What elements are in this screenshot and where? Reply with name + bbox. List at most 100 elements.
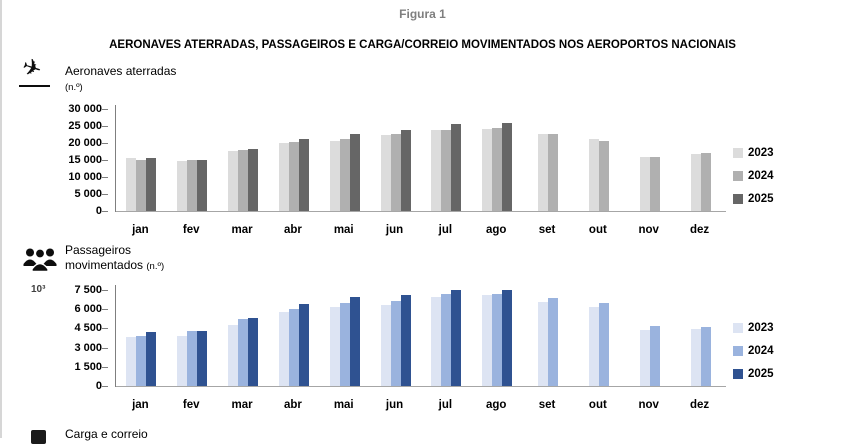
bar-nov-2023 — [639, 157, 650, 212]
bar-mar-2025 — [248, 318, 259, 387]
bar-dez-2023 — [690, 329, 701, 387]
bar-ago-2024 — [492, 128, 503, 212]
bar-mai-2023 — [329, 307, 340, 387]
x-axis-line — [116, 211, 726, 212]
legend: 2023 2024 2025 — [733, 322, 774, 380]
bar-jul-2023 — [431, 297, 442, 387]
bar-fev-2023 — [177, 336, 188, 387]
bar-set-2024 — [548, 134, 559, 212]
passageiros-unit: (n.º) — [146, 261, 165, 272]
bar-abr-2025 — [298, 304, 309, 387]
bar-dez-2024 — [700, 327, 711, 387]
month-label-dez: dez — [689, 399, 710, 411]
month-labels: jan fev mar abr mai jun jul ago set out nov dez — [115, 399, 725, 411]
month-label-set: set — [538, 224, 556, 236]
y-axis: 30 000 25 000 20 000 15 000 10 000 5 000 0 — [38, 103, 108, 217]
legend-label-2025: 2025 — [748, 368, 774, 380]
bar-nov-2024 — [649, 326, 660, 387]
legend-item-2024: 2024 — [733, 345, 774, 357]
month-label-ago: ago — [485, 399, 507, 411]
bar-nov-2023 — [639, 330, 650, 387]
bar-jul-2024 — [441, 294, 452, 387]
bar-group-ago — [472, 290, 523, 387]
y-tick-mark — [102, 366, 108, 368]
y-tick-mark — [102, 126, 108, 127]
legend-item-2024: 2024 — [733, 170, 774, 182]
legend-item-2023: 2023 — [733, 147, 774, 159]
bar-jul-2023 — [431, 130, 442, 212]
month-label-mar: mar — [231, 399, 253, 411]
bar-jan-2023 — [126, 158, 137, 212]
bar-mai-2025 — [349, 297, 360, 387]
month-label-abr: abr — [283, 399, 302, 411]
bar-group-mar — [218, 149, 269, 212]
bar-ago-2025 — [502, 123, 513, 212]
month-label-jan: jan — [132, 399, 149, 411]
bar-abr-2023 — [278, 143, 289, 212]
legend-label-2024: 2024 — [748, 345, 774, 357]
bar-group-dez — [675, 153, 726, 212]
bar-fev-2024 — [187, 160, 198, 212]
bar-mar-2023 — [228, 325, 239, 387]
aeronaves-chart: 30 000 25 000 20 000 15 000 10 000 5 000 0 jan… — [38, 103, 774, 236]
bar-nov-2024 — [649, 157, 660, 212]
bar-ago-2024 — [492, 294, 503, 387]
bar-ago-2025 — [502, 290, 513, 387]
bar-group-jun — [370, 130, 421, 212]
bar-jul-2024 — [441, 130, 452, 212]
aeronaves-title-text: Aeronaves aterradas — [65, 64, 177, 78]
bar-jan-2023 — [126, 337, 137, 387]
month-label-nov: nov — [638, 224, 659, 236]
bar-jun-2024 — [390, 134, 401, 212]
legend-swatch-2023 — [733, 148, 743, 158]
y-tick-mark — [102, 290, 108, 291]
bar-group-nov — [624, 326, 675, 387]
month-label-out: out — [588, 224, 607, 236]
legend-swatch-2024 — [733, 346, 743, 356]
y-tick-label: 30 000 — [68, 103, 102, 115]
bar-out-2024 — [598, 141, 609, 212]
figure-label: Figura 1 — [399, 7, 446, 21]
legend-label-2023: 2023 — [748, 147, 774, 159]
y-tick-mark — [102, 328, 108, 330]
passageiros-title: Passageiros movimentados (n.º) — [65, 243, 164, 274]
bar-ago-2023 — [482, 129, 493, 212]
bar-group-set — [523, 298, 574, 387]
bar-mai-2023 — [329, 141, 340, 212]
passageiros-title-line2: movimentados — [65, 258, 144, 272]
legend-item-2025: 2025 — [733, 368, 774, 380]
bar-mai-2024 — [339, 303, 350, 387]
bar-jun-2025 — [400, 295, 411, 387]
bar-group-mar — [218, 318, 269, 387]
bar-out-2024 — [598, 303, 609, 387]
bar-ago-2023 — [482, 295, 493, 387]
y-tick-label: 25 000 — [68, 120, 102, 132]
legend-label-2024: 2024 — [748, 170, 774, 182]
month-label-mai: mai — [333, 399, 354, 411]
passageiros-title-line1: Passageiros — [65, 243, 132, 257]
legend-swatch-2023 — [733, 323, 743, 333]
bar-jan-2024 — [136, 336, 147, 387]
bar-set-2023 — [538, 134, 549, 212]
month-label-jul: jul — [438, 399, 453, 411]
y-tick-label: 5 000 — [74, 188, 102, 200]
month-label-fev: fev — [182, 224, 200, 236]
month-label-mar: mar — [231, 224, 253, 236]
bar-group-jan — [116, 332, 167, 387]
carga-title-text: Carga e correio — [65, 427, 148, 441]
y-tick-mark — [102, 386, 108, 387]
bar-group-jul — [421, 124, 472, 212]
bar-abr-2024 — [288, 142, 299, 212]
bar-mar-2023 — [228, 151, 239, 212]
month-label-jun: jun — [385, 399, 404, 411]
bar-mar-2025 — [248, 149, 259, 212]
bar-abr-2024 — [288, 309, 299, 387]
page-left-border — [0, 0, 2, 438]
legend-item-2025: 2025 — [733, 193, 774, 205]
bar-mar-2024 — [238, 319, 249, 387]
month-label-jun: jun — [385, 224, 404, 236]
bar-abr-2023 — [278, 312, 289, 387]
bar-group-out — [573, 303, 624, 387]
bar-group-mai — [319, 134, 370, 212]
